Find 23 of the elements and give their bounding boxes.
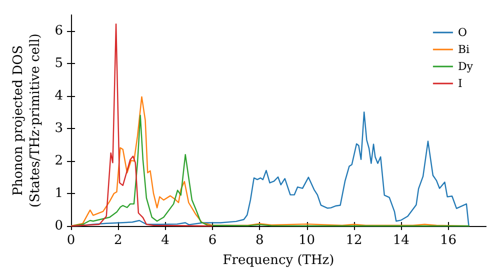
x-tick-label: 0: [66, 233, 76, 248]
y-tick-label: 6: [54, 24, 63, 39]
y-tick-label: 2: [54, 154, 63, 169]
y-tick-label: 0: [54, 218, 63, 234]
line-series: [70, 23, 214, 227]
x-tick-label: 4: [161, 233, 170, 248]
x-axis-title: Frequency (THz): [222, 252, 334, 268]
x-tick-label: 12: [346, 233, 362, 248]
x-tick-label: 14: [392, 233, 410, 248]
y-tick-label: 1: [54, 186, 63, 202]
x-tick-label: 10: [298, 233, 316, 248]
x-tick-label: 8: [255, 233, 264, 248]
legend-label: Dy: [458, 60, 474, 73]
y-tick-label: 3: [54, 121, 63, 136]
legend-label: O: [458, 26, 467, 39]
x-tick-label: 2: [114, 233, 122, 248]
legend-label: I: [458, 77, 462, 90]
y-tick-label: 4: [54, 88, 63, 104]
y-axis-title: Phonon projected DOS (States/THz·primitive cell): [10, 33, 43, 208]
x-tick-label: 6: [208, 233, 217, 248]
x-tick-label: 16: [440, 233, 457, 248]
y-tick-label: 5: [54, 56, 63, 72]
legend-label: Bi: [458, 43, 470, 56]
